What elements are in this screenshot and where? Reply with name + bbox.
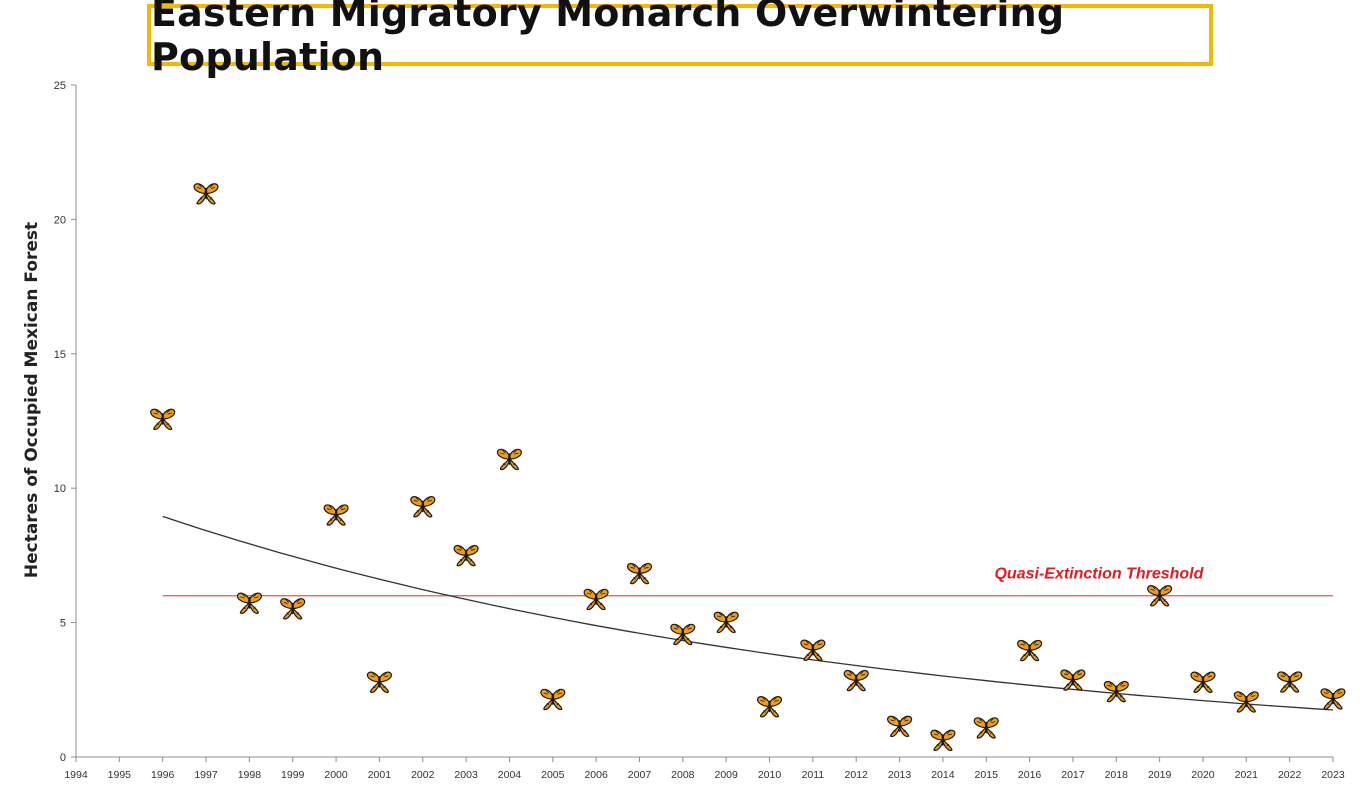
x-tick-label: 2021 (1235, 769, 1259, 781)
x-tick-label: 2023 (1321, 769, 1345, 781)
axes: 0 5 10 15 20 25 1994 1995 1996 1997 1998 1999 2000 20… (54, 80, 1345, 781)
butterfly-point-2021 (1233, 691, 1259, 713)
x-tick-label: 2012 (845, 769, 869, 781)
butterfly-point-2010 (756, 696, 783, 718)
x-tick-label: 2013 (888, 769, 912, 781)
x-tick-label: 1997 (194, 769, 218, 781)
butterfly-point-2013 (886, 715, 913, 738)
butterfly-point-2003 (453, 544, 479, 567)
x-tick-label: 2018 (1105, 769, 1129, 781)
x-tick-label: 2017 (1061, 769, 1085, 781)
butterfly-point-2002 (410, 496, 436, 518)
x-tick-label: 1995 (108, 769, 132, 781)
trendline (162, 515, 1334, 711)
x-tick-label: 2015 (975, 769, 999, 781)
butterfly-point-2006 (583, 588, 609, 611)
butterfly-point-2015 (973, 717, 999, 739)
butterfly-point-2014 (930, 729, 956, 752)
x-tick-label: 2007 (628, 769, 652, 781)
x-tick-label: 2005 (541, 769, 565, 781)
butterfly-point-2000 (323, 504, 349, 526)
x-tick-label: 2003 (454, 769, 478, 781)
x-tick-label: 1998 (238, 769, 262, 781)
x-tick-label: 2001 (368, 769, 392, 781)
y-tick-label: 5 (60, 618, 66, 630)
butterfly-point-2009 (713, 611, 739, 634)
x-tick-label: 1999 (281, 769, 305, 781)
x-tick-label: 1994 (64, 769, 88, 781)
y-tick-label: 10 (54, 483, 66, 495)
x-tick-label: 2020 (1191, 769, 1215, 781)
x-tick-label: 2006 (584, 769, 608, 781)
x-tick-label: 2009 (714, 769, 738, 781)
butterfly-point-1997 (193, 183, 219, 205)
butterfly-point-2017 (1060, 669, 1086, 691)
reference-lines: Quasi-Extinction Threshold (162, 515, 1334, 711)
butterfly-point-2022 (1277, 671, 1303, 693)
x-tick-label: 2022 (1278, 769, 1302, 781)
x-tick-label: 2002 (411, 769, 435, 781)
threshold-label: Quasi-Extinction Threshold (994, 566, 1204, 583)
butterfly-point-2020 (1190, 671, 1216, 693)
butterfly-point-1996 (150, 408, 176, 431)
butterfly-point-2023 (1320, 688, 1346, 710)
butterfly-point-2005 (540, 688, 566, 711)
x-tick-label: 2014 (931, 769, 955, 781)
x-tick-label: 2011 (802, 769, 825, 781)
x-tick-label: 2004 (498, 769, 522, 781)
x-tick-label: 1996 (151, 769, 175, 781)
y-tick-label: 15 (54, 349, 66, 361)
x-tick-label: 2010 (758, 769, 782, 781)
y-tick-label: 20 (54, 214, 66, 226)
y-tick-label: 0 (60, 752, 66, 764)
x-tick-label: 2000 (324, 769, 348, 781)
data-points (150, 183, 1346, 752)
x-tick-label: 2019 (1148, 769, 1172, 781)
x-tick-label: 2016 (1018, 769, 1042, 781)
butterfly-point-2011 (800, 639, 826, 661)
butterfly-point-2018 (1103, 680, 1129, 703)
y-tick-label: 25 (54, 80, 66, 92)
butterfly-point-2007 (626, 562, 653, 585)
butterfly-point-2001 (366, 671, 392, 693)
butterfly-point-2016 (1016, 639, 1043, 662)
x-tick-label: 2008 (671, 769, 695, 781)
butterfly-point-2004 (496, 448, 523, 471)
butterfly-point-1999 (280, 598, 306, 620)
butterfly-point-2012 (843, 669, 869, 692)
